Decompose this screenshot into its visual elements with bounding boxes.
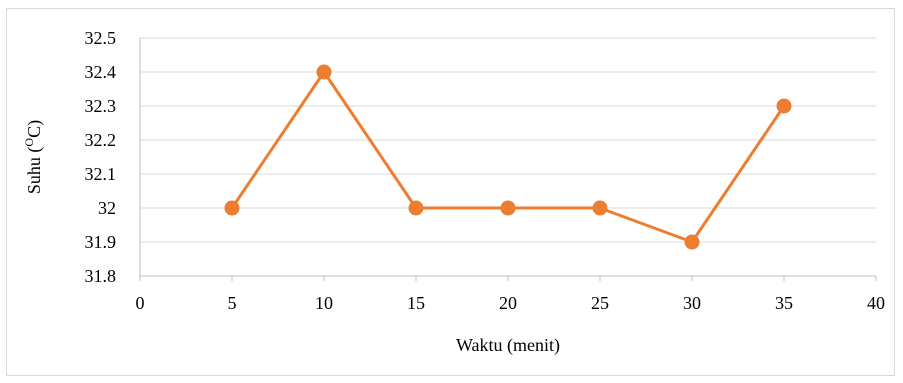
y-tick-label: 32.3: [85, 96, 117, 116]
y-axis-title-sup: O: [22, 138, 36, 147]
x-tick-label: 25: [591, 293, 609, 313]
y-tick-label: 32.1: [85, 164, 117, 184]
y-tick-label: 32.4: [85, 62, 117, 82]
x-tick-label: 5: [228, 293, 237, 313]
gridlines: [140, 37, 876, 243]
x-tick-label: 0: [136, 293, 145, 313]
y-tick-label: 32: [98, 198, 116, 218]
y-tick-label: 31.8: [85, 266, 117, 286]
y-tick-label: 32.5: [85, 28, 117, 48]
y-axis-title-main: Suhu (: [24, 147, 45, 195]
data-point: [316, 64, 332, 80]
data-point: [776, 98, 792, 114]
x-axis-title: Waktu (menit): [456, 335, 560, 356]
axes: [139, 38, 877, 281]
y-tick-labels: 31.8 31.9 32 32.1 32.2 32.3 32.4 32.5: [85, 28, 117, 286]
x-tick-label: 35: [775, 293, 793, 313]
x-tick-label: 15: [407, 293, 425, 313]
data-point: [224, 200, 240, 216]
x-tick-label: 40: [867, 293, 885, 313]
x-tick-labels: 0 5 10 15 20 25 30 35 40: [136, 293, 886, 313]
y-tick-label: 31.9: [85, 232, 117, 252]
x-tick-label: 10: [315, 293, 333, 313]
x-tick-label: 30: [683, 293, 701, 313]
y-axis-title-suffix: C): [24, 120, 45, 138]
data-point: [684, 234, 700, 250]
data-point: [592, 200, 608, 216]
series-group: [224, 64, 792, 250]
data-point: [500, 200, 516, 216]
series-line: [230, 70, 786, 244]
y-tick-label: 32.2: [85, 130, 117, 150]
x-tick-label: 20: [499, 293, 517, 313]
y-axis-title: Suhu (OC): [22, 120, 45, 194]
data-point: [408, 200, 424, 216]
chart-frame: [6, 8, 895, 376]
